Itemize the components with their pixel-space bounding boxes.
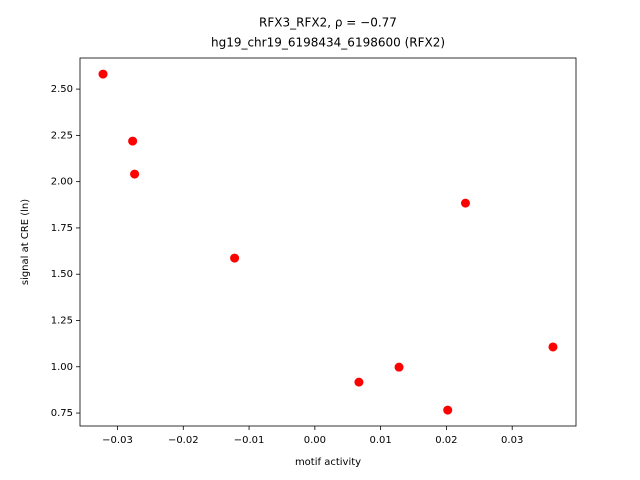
y-tick-label: 1.25 — [51, 315, 73, 326]
point — [460, 198, 470, 208]
chart-subtitle: hg19_chr19_6198434_6198600 (RFX2) — [211, 36, 445, 50]
y-tick-label: 0.75 — [51, 408, 73, 419]
x-tick-label: 0.00 — [304, 435, 326, 446]
point — [394, 362, 404, 372]
point — [354, 377, 364, 387]
point — [130, 169, 140, 179]
y-tick-label: 1.50 — [51, 269, 73, 280]
y-tick-label: 2.50 — [51, 84, 73, 95]
x-tick-label: 0.03 — [501, 435, 523, 446]
y-axis-label: signal at CRE (ln) — [20, 199, 31, 285]
point — [230, 253, 240, 263]
x-tick-label: −0.01 — [234, 435, 265, 446]
y-tick-label: 2.00 — [51, 177, 73, 188]
point — [443, 405, 453, 415]
y-tick-label: 2.25 — [51, 130, 73, 141]
x-tick-label: 0.02 — [435, 435, 457, 446]
y-tick-label: 1.00 — [51, 362, 73, 373]
point — [128, 136, 138, 146]
x-tick-label: 0.01 — [369, 435, 391, 446]
x-tick-label: −0.03 — [102, 435, 133, 446]
point — [548, 342, 558, 352]
x-axis-label: motif activity — [295, 457, 361, 468]
y-tick-label: 1.75 — [51, 223, 73, 234]
point — [98, 69, 108, 79]
x-tick-label: −0.02 — [168, 435, 199, 446]
chart-title: RFX3_RFX2, ρ = −0.77 — [259, 16, 397, 30]
plot-frame — [79, 57, 577, 427]
